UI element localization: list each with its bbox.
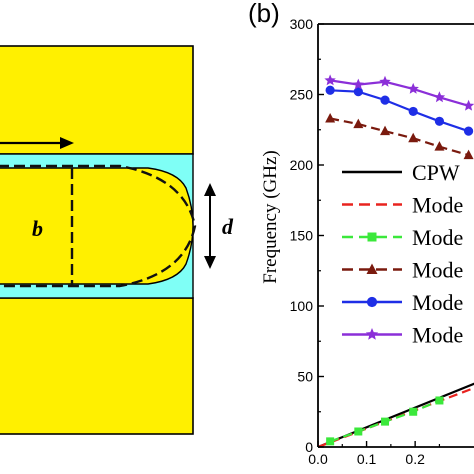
series-4-point (325, 112, 336, 123)
field-boundary-outline (0, 164, 197, 288)
legend-label-2: Mode (412, 193, 463, 218)
waveguide-diagram: b d (0, 45, 234, 435)
series-5-point (463, 126, 474, 136)
series-6-point (352, 78, 364, 90)
series-4-point (434, 141, 445, 151)
series-3-point (326, 437, 335, 446)
width-d-arrow-head-down (204, 256, 216, 269)
y-tick-label: 300 (290, 16, 314, 32)
legend-marker-5 (366, 296, 378, 308)
series-line-1 (317, 382, 474, 449)
label-d: d (222, 214, 234, 239)
x-tick-label: 0.0 (308, 451, 328, 467)
legend: CPW Mode Mode Mode Mode Mode (342, 160, 463, 348)
bottom-ground-plane (0, 297, 194, 435)
plot-series-group (317, 74, 474, 449)
series-4-point (353, 118, 364, 129)
legend-marker-6 (365, 328, 379, 340)
legend-marker-3 (367, 232, 377, 242)
legend-marker-4 (366, 263, 378, 274)
x-tick-label: 0.2 (405, 451, 425, 467)
series-3-point (354, 427, 363, 436)
frequency-chart: 0 50 100 150 200 250 300 0.0 0.1 0.2 CPW Mode Mode M… (260, 16, 474, 467)
series-4-point (380, 125, 391, 136)
series-6-point (407, 82, 419, 94)
series-5-point (353, 87, 363, 97)
series-6-point (324, 74, 336, 86)
top-ground-plane (0, 45, 194, 155)
y-tick-label: 100 (290, 298, 314, 314)
series-3-point (381, 417, 390, 426)
y-axis-label: Frequency (GHz) (260, 150, 281, 283)
propagation-arrow-head (60, 137, 74, 149)
y-tick-label: 150 (290, 228, 314, 244)
series-3-point (435, 396, 444, 405)
y-tick-label: 0 (305, 439, 313, 455)
y-tick-label: 200 (290, 157, 314, 173)
series-6-point (433, 91, 446, 103)
series-4-point (463, 149, 474, 160)
series-5-point (325, 85, 335, 95)
legend-label-6: Mode (412, 323, 463, 348)
series-3-point (409, 407, 418, 416)
series-4-point (408, 132, 419, 143)
legend-label-3: Mode (412, 225, 463, 250)
series-6-point (379, 75, 391, 87)
panel-b-label: (b) (248, 0, 280, 28)
y-tick-label: 50 (297, 369, 313, 385)
legend-label-1: CPW (412, 160, 460, 185)
label-b: b (32, 216, 43, 241)
legend-label-4: Mode (412, 258, 463, 283)
series-5-point (380, 95, 390, 105)
series-line-6 (329, 79, 469, 107)
series-5-point (408, 106, 418, 117)
series-5-point (434, 116, 445, 126)
center-conductor (0, 167, 194, 285)
width-d-arrow-head-up (204, 183, 216, 196)
y-tick-label: 250 (290, 87, 314, 103)
x-tick-label: 0.1 (357, 451, 377, 467)
series-6-point (462, 99, 474, 111)
legend-label-5: Mode (412, 290, 463, 315)
plot-axes-group: 0 50 100 150 200 250 300 0.0 0.1 0.2 (290, 16, 474, 467)
series-line-4 (329, 117, 469, 157)
series-line-5 (330, 89, 469, 133)
